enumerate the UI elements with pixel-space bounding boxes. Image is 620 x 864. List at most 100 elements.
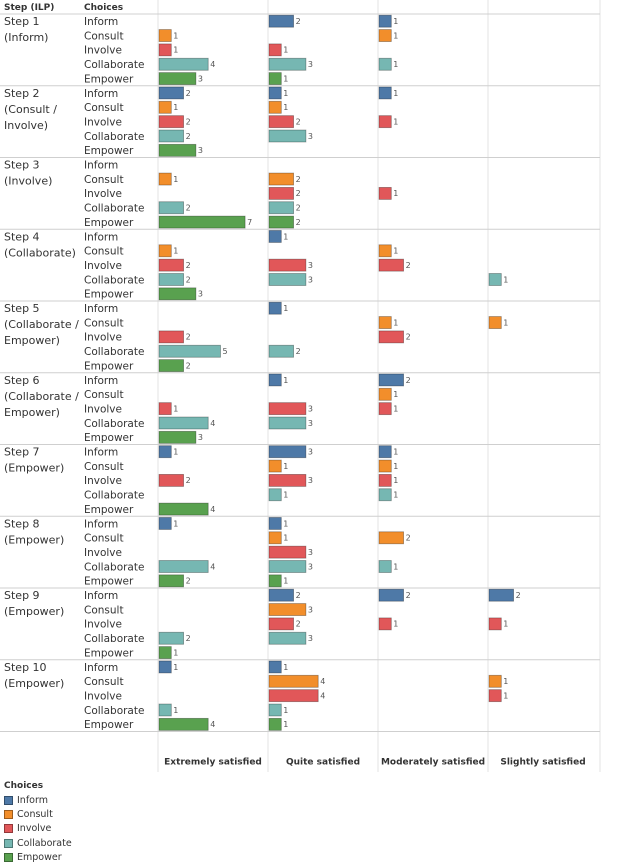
data-label: 2 [186,577,191,586]
data-label: 5 [223,347,228,356]
legend-label: Consult [17,808,53,820]
bar [378,617,392,631]
data-label: 1 [393,189,398,198]
bar [378,115,392,129]
bar [378,531,405,545]
data-label: 3 [308,60,313,69]
choice-label: Empower [84,73,134,85]
choice-label: Collaborate [84,131,144,143]
choice-label: Collaborate [84,418,144,430]
data-label: 2 [186,117,191,126]
bar [268,689,319,703]
data-label: 2 [296,620,301,629]
bar [158,660,172,674]
choice-label: Involve [84,403,122,415]
data-label: 1 [173,648,178,657]
choice-label: Empower [84,504,134,516]
bar [158,287,197,301]
step-label: (Empower) [4,605,64,618]
legend: Choices Inform Consult Involve Collaborate E… [4,781,72,864]
bar [268,100,282,114]
choice-label: Empower [84,432,134,444]
data-label: 1 [173,247,178,256]
choice-label: Consult [84,174,124,186]
data-label: 3 [308,419,313,428]
bar [378,244,392,258]
legend-item: Consult [4,807,72,821]
bar [488,674,502,688]
bar [158,129,185,143]
choice-label: Involve [84,188,122,200]
data-label: 1 [393,476,398,485]
step-label: (Empower) [4,462,64,475]
data-label: 1 [503,275,508,284]
choice-label: Inform [84,88,118,100]
data-label: 1 [393,117,398,126]
bar [158,273,185,286]
choice-label: Collaborate [84,203,144,215]
bar [268,373,282,387]
choice-label: Collaborate [84,59,144,71]
data-label: 1 [283,519,288,528]
data-label: 3 [198,290,203,299]
data-label: 2 [296,218,301,227]
choice-label: Involve [84,45,122,57]
step-label: (Collaborate / [4,318,79,331]
step-label: Step 6 [4,374,40,387]
data-label: 2 [296,204,301,213]
step-label: Step 3 [4,159,40,172]
choice-label: Involve [84,690,122,702]
bar [268,129,307,143]
data-label: 1 [283,304,288,313]
choice-label: Involve [84,332,122,344]
data-label: 3 [308,562,313,571]
choice-label: Collaborate [84,561,144,573]
data-label: 4 [210,720,215,729]
data-label: 1 [173,519,178,528]
data-label: 3 [308,261,313,270]
data-label: 3 [308,605,313,614]
bar [158,402,172,416]
bar [378,14,392,28]
data-label: 2 [186,132,191,141]
data-label: 2 [186,634,191,643]
bar [268,86,282,100]
bar [268,301,282,315]
step-label: (Involve) [4,175,52,188]
data-label: 1 [503,318,508,327]
choice-label: Involve [84,619,122,631]
data-label: 1 [393,462,398,471]
data-label: 1 [393,620,398,629]
data-label: 2 [296,175,301,184]
bar [268,631,307,645]
choice-label: Collaborate [84,633,144,645]
data-label: 2 [406,376,411,385]
choice-label: Empower [84,217,134,229]
bar [268,201,295,215]
data-label: 4 [210,419,215,428]
step-label: Step 5 [4,302,40,315]
bar [268,402,307,416]
choice-label: Consult [84,604,124,616]
data-label: 2 [186,261,191,270]
bar [158,172,172,186]
bar [378,459,392,473]
bar [158,72,197,85]
legend-label: Collaborate [17,837,72,849]
step-label: Step 8 [4,517,40,530]
data-label: 3 [308,132,313,141]
data-label: 1 [283,376,288,385]
bar [268,488,282,502]
bar [268,574,282,588]
bar [158,646,172,659]
choice-label: Consult [84,461,124,473]
data-label: 2 [296,347,301,356]
data-label: 1 [283,74,288,83]
step-label: (Empower) [4,677,64,690]
step-label: Step 2 [4,87,40,100]
legend-item: Empower [4,850,72,864]
data-label: 2 [296,17,301,26]
legend-swatch [4,838,13,848]
choice-label: Collaborate [84,346,144,358]
data-label: 1 [173,404,178,413]
